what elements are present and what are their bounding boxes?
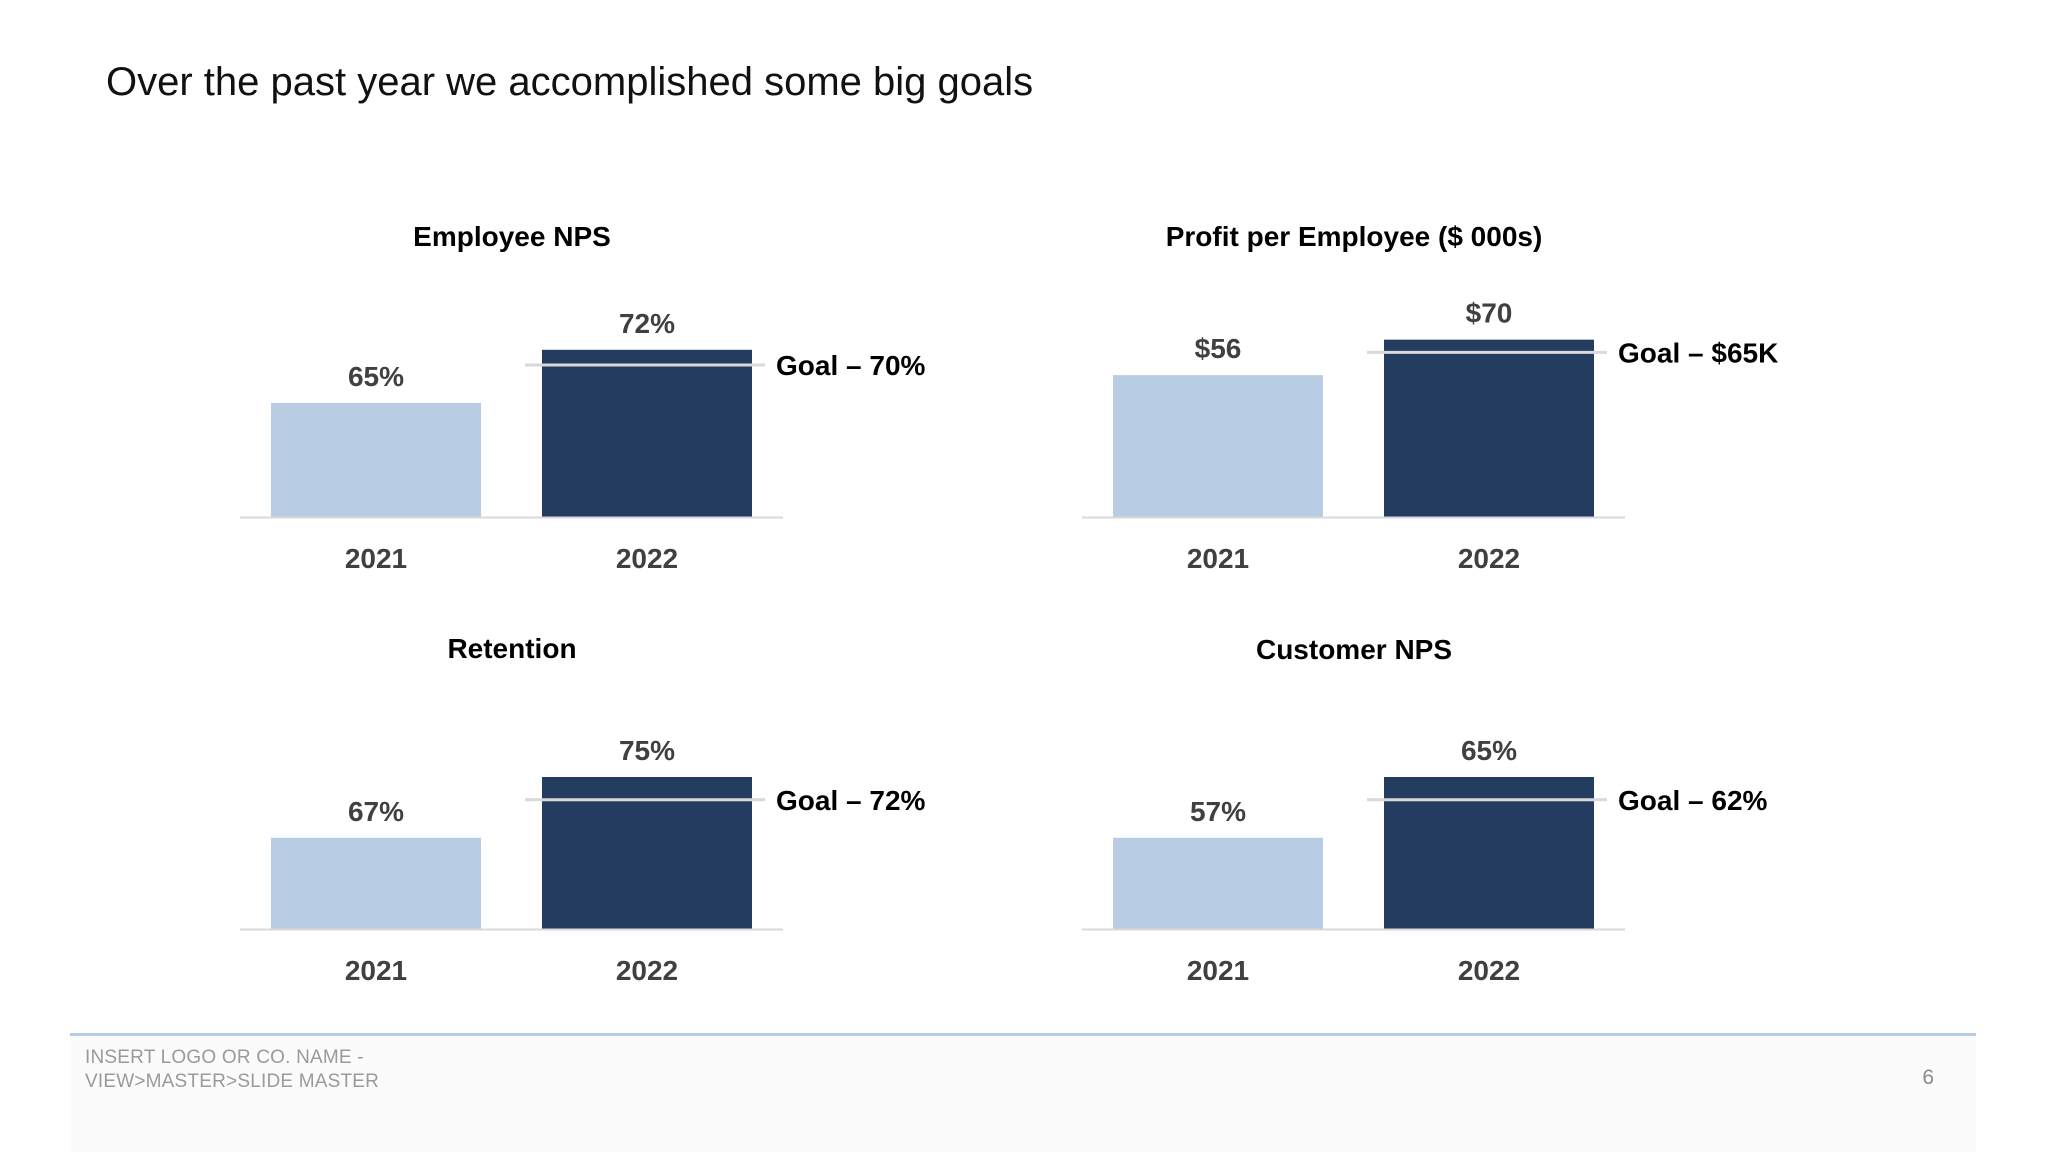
footer-rule xyxy=(70,1033,1976,1036)
retention-bar-2021 xyxy=(271,838,481,929)
customer-nps-title: Customer NPS xyxy=(1256,634,1452,665)
retention-tick-2022: 2022 xyxy=(616,955,678,986)
profit-per-employee-000s-tick-2021: 2021 xyxy=(1187,543,1249,574)
profit-per-employee-000s-value-label-2022: $70 xyxy=(1466,298,1513,329)
customer-nps-value-label-2022: 65% xyxy=(1461,735,1517,766)
profit-per-employee-000s-bar-2021 xyxy=(1113,375,1323,517)
customer-nps-goal-label: Goal – 62% xyxy=(1618,785,1768,816)
footer-line-2: VIEW>MASTER>SLIDE MASTER xyxy=(85,1070,379,1094)
employee-nps-value-label-2022: 72% xyxy=(619,308,675,339)
employee-nps-goal-label: Goal – 70% xyxy=(776,350,926,381)
employee-nps-title: Employee NPS xyxy=(413,221,611,252)
employee-nps-tick-2022: 2022 xyxy=(616,543,678,574)
employee-nps-bar-2021 xyxy=(271,403,481,517)
profit-per-employee-000s-tick-2022: 2022 xyxy=(1458,543,1520,574)
customer-nps-value-label-2021: 57% xyxy=(1190,796,1246,827)
customer-nps-bar-2021 xyxy=(1113,838,1323,929)
retention-value-label-2021: 67% xyxy=(348,796,404,827)
customer-nps-tick-2022: 2022 xyxy=(1458,955,1520,986)
employee-nps-tick-2021: 2021 xyxy=(345,543,407,574)
retention-value-label-2022: 75% xyxy=(619,735,675,766)
employee-nps-value-label-2021: 65% xyxy=(348,361,404,392)
profit-per-employee-000s-bar-2022 xyxy=(1384,340,1594,517)
page-number: 6 xyxy=(1922,1066,1934,1090)
footer-logo-placeholder: INSERT LOGO OR CO. NAME - VIEW>MASTER>SL… xyxy=(85,1046,379,1094)
profit-per-employee-000s-title: Profit per Employee ($ 000s) xyxy=(1166,221,1543,252)
profit-per-employee-000s-goal-label: Goal – $65K xyxy=(1618,337,1778,368)
profit-per-employee-000s-value-label-2021: $56 xyxy=(1195,333,1242,364)
employee-nps-bar-2022 xyxy=(542,350,752,517)
customer-nps-tick-2021: 2021 xyxy=(1187,955,1249,986)
retention-tick-2021: 2021 xyxy=(345,955,407,986)
retention-title: Retention xyxy=(447,633,576,664)
retention-goal-label: Goal – 72% xyxy=(776,785,926,816)
footer-line-1: INSERT LOGO OR CO. NAME - xyxy=(85,1046,379,1070)
